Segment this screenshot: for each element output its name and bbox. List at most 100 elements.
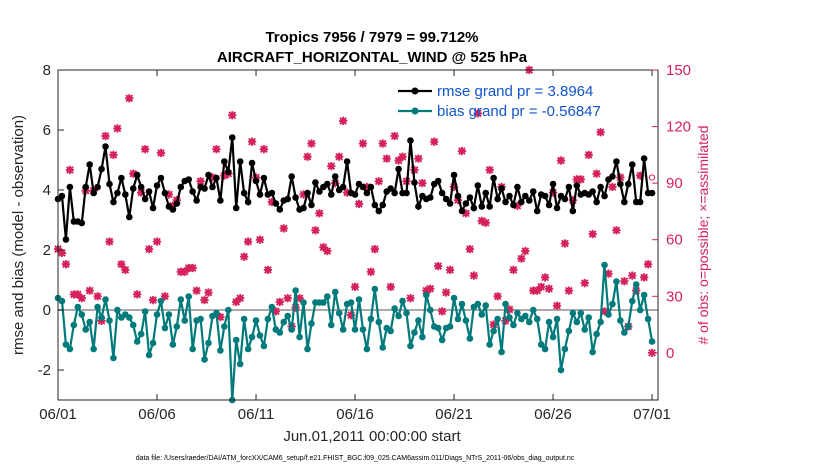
rmse-point <box>272 200 280 207</box>
bias-point <box>589 348 596 356</box>
bias-point <box>161 324 169 332</box>
rmse-point <box>327 191 335 198</box>
rmse-point <box>541 192 549 200</box>
rmse-point <box>498 185 505 192</box>
obs-assimilated-marker <box>275 297 284 307</box>
rmse-point <box>189 188 196 195</box>
x-tick-label: 06/06 <box>138 406 176 423</box>
y-tick-label-left: 0 <box>43 302 51 319</box>
bias-point <box>149 339 157 347</box>
bias-point <box>644 315 652 323</box>
obs-assimilated-marker <box>485 165 494 175</box>
rmse-point <box>486 203 493 210</box>
rmse-point <box>482 189 490 197</box>
y-tick-label-right: 60 <box>666 232 683 249</box>
obs-assimilated-marker <box>303 152 312 161</box>
obs-assimilated-marker <box>374 177 383 186</box>
y-tick-label-right: 90 <box>666 175 683 192</box>
obs-assimilated-marker <box>192 286 201 295</box>
y-tick-label-right: 0 <box>666 345 674 362</box>
rmse-point <box>193 197 200 204</box>
bias-point <box>474 300 482 308</box>
rmse-point <box>601 192 608 200</box>
rmse-point <box>617 180 624 188</box>
rmse-point <box>478 203 486 210</box>
bias-point <box>296 333 303 341</box>
x-tick-label: 06/11 <box>238 406 274 423</box>
bias-point <box>525 318 533 326</box>
obs-assimilated-marker <box>434 261 443 271</box>
obs-assimilated-marker <box>398 152 407 161</box>
bias-point <box>367 315 375 323</box>
obs-assimilated-marker <box>576 175 585 184</box>
bias-point <box>529 306 537 314</box>
bias-point <box>573 318 581 326</box>
obs-assimilated-marker <box>564 286 574 295</box>
rmse-point <box>395 165 402 173</box>
obs-assimilated-marker <box>279 224 288 233</box>
rmse-point <box>312 179 319 186</box>
obs-assimilated-marker <box>196 177 205 186</box>
rmse-point <box>224 168 232 176</box>
bias-point <box>577 309 585 317</box>
bias-point <box>617 317 624 324</box>
rmse-point <box>609 173 616 180</box>
rmse-point <box>529 188 537 195</box>
bias-point <box>537 341 545 348</box>
obs-assimilated-marker <box>552 301 562 310</box>
obs-assimilated-marker <box>156 148 166 158</box>
y-tick-label-left: -2 <box>38 362 51 379</box>
obs-assimilated-marker <box>101 131 110 141</box>
bias-point <box>375 318 383 326</box>
obs-assimilated-marker <box>592 169 601 178</box>
rmse-point <box>260 174 268 182</box>
plot-area: 06/01 06/06 06/11 06/16 06/21 06/26 07/01 -2 0 2 4… <box>38 62 691 423</box>
x-axis-label: Jun.01,2011 00:00:00 start <box>283 428 461 445</box>
rmse-point <box>367 183 375 191</box>
bias-point <box>628 297 636 305</box>
obs-assimilated-marker <box>386 282 395 292</box>
rmse-point <box>624 180 632 188</box>
rmse-point <box>621 198 628 206</box>
bias-point <box>486 341 493 348</box>
rmse-point <box>94 183 101 191</box>
obs-assimilated-marker <box>338 116 348 126</box>
rmse-point <box>288 173 295 180</box>
rmse-point <box>268 189 276 197</box>
bias-point <box>86 318 93 326</box>
bias-point <box>256 332 264 339</box>
obs-assimilated-marker <box>311 226 320 235</box>
bias-point <box>466 335 474 342</box>
obs-assimilated-marker <box>441 288 451 297</box>
obs-possible-marker <box>648 174 656 181</box>
obs-assimilated-marker <box>370 244 379 254</box>
obs-assimilated-marker <box>61 260 71 269</box>
rmse-point <box>137 183 145 191</box>
bias-point <box>157 297 165 305</box>
obs-assimilated-marker <box>113 124 122 133</box>
bias-point <box>137 330 145 338</box>
bias-point <box>605 311 612 318</box>
obs-assimilated-marker <box>204 288 213 297</box>
bias-point <box>153 311 161 318</box>
rmse-point <box>129 185 137 192</box>
obs-assimilated-marker <box>426 284 435 293</box>
bias-point <box>561 345 569 353</box>
legend-marker <box>411 107 419 115</box>
bias-point <box>506 314 513 321</box>
obs-assimilated-marker <box>418 178 427 188</box>
obs-assimilated-marker <box>596 128 605 137</box>
obs-assimilated-marker <box>263 265 273 275</box>
obs-assimilated-marker <box>85 286 94 295</box>
obs-assimilated-marker <box>148 295 158 305</box>
bias-point <box>201 356 208 363</box>
obs-assimilated-marker <box>323 246 332 256</box>
chart-title-line1: Tropics 7956 / 7979 = 99.712% <box>265 29 478 46</box>
bias-point <box>557 366 565 374</box>
bias-point <box>173 323 181 330</box>
y-axis-label-right: # of obs: o=possible; ×=assimilated <box>695 125 711 344</box>
rmse-point <box>201 185 208 192</box>
bias-point <box>221 323 228 330</box>
obs-assimilated-marker <box>469 271 479 280</box>
rmse-point <box>565 183 573 191</box>
